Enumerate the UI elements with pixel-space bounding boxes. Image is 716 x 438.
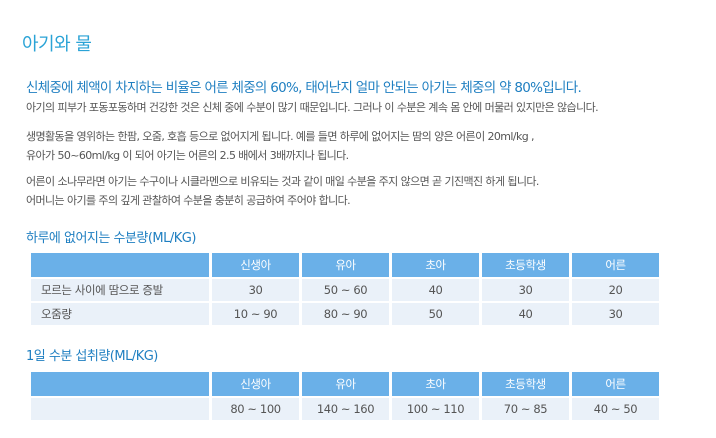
table-row: 80 ~ 100 140 ~ 160 100 ~ 110 70 ~ 85 40 … xyxy=(31,396,659,420)
table-cell: 70 ~ 85 xyxy=(482,396,569,420)
table-cell: 40 ~ 50 xyxy=(572,396,659,420)
table-cell: 50 ~ 60 xyxy=(302,277,389,301)
lead-text: 신체중에 체액이 차지하는 비율은 어른 체중의 60%, 태어난지 얼마 안되… xyxy=(26,80,582,96)
table-cell: 30 xyxy=(572,301,659,325)
daily-water-intake-table: 신생아 유아 초아 초등학생 어른 80 ~ 100 140 ~ 160 100… xyxy=(28,372,662,420)
column-header-elementary: 초등학생 xyxy=(482,253,569,277)
paragraph-1: 아기의 피부가 포동포동하며 건강한 것은 신체 중에 수분이 많기 때문입니다… xyxy=(26,98,599,117)
paragraph-3-line-2: 어머니는 아기를 주의 깊게 관찰하여 수분을 충분히 공급하여 주어야 합니다… xyxy=(26,194,351,207)
table-header-row: 신생아 유아 초아 초등학생 어른 xyxy=(31,253,659,277)
column-header-newborn: 신생아 xyxy=(212,253,299,277)
column-header-newborn: 신생아 xyxy=(212,372,299,396)
column-header-infant: 유아 xyxy=(302,372,389,396)
table-cell: 80 ~ 100 xyxy=(212,396,299,420)
table-cell: 100 ~ 110 xyxy=(392,396,479,420)
row-label: 모르는 사이에 땀으로 증발 xyxy=(31,277,209,301)
page-title: 아기와 물 xyxy=(22,34,92,55)
column-header-blank xyxy=(31,372,209,396)
table1-heading: 하루에 없어지는 수분량(ML/KG) xyxy=(26,231,196,246)
paragraph-3: 어른이 소나무라면 아기는 수구이나 시클라멘으로 비유되는 것과 같이 매일 … xyxy=(26,172,539,210)
table-cell: 50 xyxy=(392,301,479,325)
table-cell: 10 ~ 90 xyxy=(212,301,299,325)
column-header-toddler: 초아 xyxy=(392,253,479,277)
column-header-adult: 어른 xyxy=(572,253,659,277)
table-row: 모르는 사이에 땀으로 증발 30 50 ~ 60 40 30 20 xyxy=(31,277,659,301)
table2-heading: 1일 수분 섭취량(ML/KG) xyxy=(26,349,158,364)
table-cell: 40 xyxy=(482,301,569,325)
table-cell: 40 xyxy=(392,277,479,301)
column-header-infant: 유아 xyxy=(302,253,389,277)
column-header-elementary: 초등학생 xyxy=(482,372,569,396)
column-header-toddler: 초아 xyxy=(392,372,479,396)
column-header-blank xyxy=(31,253,209,277)
column-header-adult: 어른 xyxy=(572,372,659,396)
paragraph-1-line-1: 아기의 피부가 포동포동하며 건강한 것은 신체 중에 수분이 많기 때문입니다… xyxy=(26,101,599,114)
table-cell: 80 ~ 90 xyxy=(302,301,389,325)
table-row: 오줌량 10 ~ 90 80 ~ 90 50 40 30 xyxy=(31,301,659,325)
row-label xyxy=(31,396,209,420)
table-cell: 140 ~ 160 xyxy=(302,396,389,420)
table-cell: 30 xyxy=(482,277,569,301)
paragraph-3-line-1: 어른이 소나무라면 아기는 수구이나 시클라멘으로 비유되는 것과 같이 매일 … xyxy=(26,175,539,188)
paragraph-2-line-1: 생명활동을 영위하는 한팜, 오줌, 호흡 등으로 없어지게 됩니다. 예를 들… xyxy=(26,130,535,143)
table-cell: 20 xyxy=(572,277,659,301)
row-label: 오줌량 xyxy=(31,301,209,325)
paragraph-2-line-2: 유아가 50~60ml/kg 이 되어 아기는 어른의 2.5 배에서 3배까지… xyxy=(26,149,349,162)
table-header-row: 신생아 유아 초아 초등학생 어른 xyxy=(31,372,659,396)
table-cell: 30 xyxy=(212,277,299,301)
paragraph-2: 생명활동을 영위하는 한팜, 오줌, 호흡 등으로 없어지게 됩니다. 예를 들… xyxy=(26,127,535,165)
daily-water-loss-table: 신생아 유아 초아 초등학생 어른 모르는 사이에 땀으로 증발 30 50 ~… xyxy=(28,253,662,325)
